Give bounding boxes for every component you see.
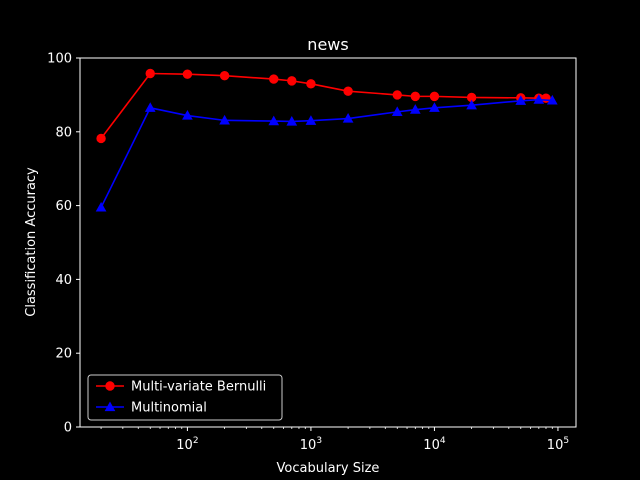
legend-swatch-marker bbox=[105, 381, 115, 391]
series-1-point bbox=[269, 74, 279, 84]
series-2-point bbox=[305, 115, 317, 125]
y-tick-label: 0 bbox=[64, 421, 72, 436]
series-2-point bbox=[533, 94, 545, 104]
x-tick-label: 102 bbox=[176, 436, 198, 453]
series-1-point bbox=[182, 69, 193, 79]
series-2-point bbox=[515, 95, 527, 105]
series-1-point bbox=[392, 90, 402, 100]
legend-entry-label: Multi-variate Bernulli bbox=[131, 380, 266, 395]
y-tick-label: 20 bbox=[55, 347, 72, 362]
series-1-point bbox=[306, 79, 316, 89]
y-tick-label: 40 bbox=[55, 273, 72, 288]
y-tick-label: 100 bbox=[47, 52, 72, 67]
x-axis: 102 103 104 105 bbox=[100, 427, 569, 453]
chart-title: news bbox=[307, 35, 348, 54]
legend: Multi-variate Bernulli Multinomial bbox=[87, 374, 283, 421]
y-axis: 0 20 40 60 80 100 bbox=[47, 52, 80, 436]
series-1-point bbox=[410, 91, 421, 102]
series-2-point bbox=[429, 102, 440, 112]
series-1-point bbox=[219, 71, 230, 81]
x-axis-label: Vocabulary Size bbox=[277, 461, 380, 476]
series-1-point bbox=[343, 86, 353, 96]
series-1-point bbox=[429, 91, 440, 102]
axes-frame bbox=[79, 57, 577, 428]
x-tick-label: 103 bbox=[300, 436, 322, 453]
series-2-point bbox=[268, 115, 280, 126]
series-1-point bbox=[145, 68, 155, 79]
series-2-point bbox=[144, 102, 156, 112]
series-2-point bbox=[95, 201, 107, 212]
x-tick-label: 104 bbox=[423, 436, 446, 453]
series-1 bbox=[96, 68, 551, 144]
plot-area bbox=[95, 68, 558, 212]
legend-swatch-marker bbox=[104, 401, 116, 412]
y-tick-label: 60 bbox=[55, 199, 72, 214]
series-2 bbox=[95, 94, 558, 212]
y-axis-label: Classification Accuracy bbox=[24, 167, 39, 317]
series-2-point bbox=[342, 112, 354, 123]
series-1-point bbox=[287, 76, 297, 86]
series-2-point bbox=[466, 99, 477, 110]
legend-box bbox=[87, 374, 283, 421]
series-1-point bbox=[96, 133, 106, 144]
series-2-point bbox=[546, 94, 558, 105]
series-2-point bbox=[391, 106, 403, 116]
y-tick-label: 80 bbox=[55, 125, 72, 140]
legend-entry-label: Multinomial bbox=[131, 401, 207, 416]
series-2-point bbox=[219, 114, 230, 125]
x-tick-label: 105 bbox=[547, 436, 569, 453]
series-2-point bbox=[286, 115, 298, 126]
series-2-point bbox=[409, 104, 421, 114]
series-2-point bbox=[182, 110, 193, 120]
